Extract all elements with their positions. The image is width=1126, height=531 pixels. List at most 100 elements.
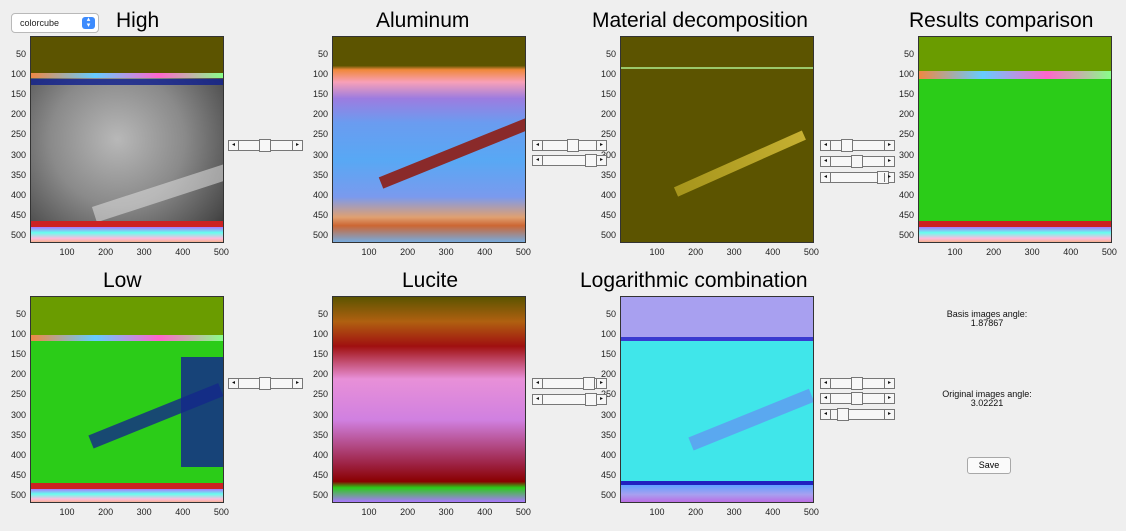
x-tick-label: 200: [400, 507, 416, 517]
y-tick-label: 150: [312, 89, 328, 100]
y-tick-label: 300: [312, 149, 328, 160]
arrow-left-icon[interactable]: ◂: [533, 395, 543, 404]
original-angle-label: Original images angle:: [942, 389, 1032, 399]
slider-thumb[interactable]: [851, 377, 863, 390]
save-button[interactable]: Save: [967, 457, 1011, 474]
slider-thumb[interactable]: [583, 377, 595, 390]
y-tick-label: 200: [898, 109, 914, 120]
y-tick-label: 350: [10, 429, 26, 440]
arrow-right-icon[interactable]: ▸: [884, 157, 894, 166]
adjust-slider[interactable]: ◂ ▸: [532, 154, 607, 167]
panel-title-material-decomposition: Material decomposition: [592, 9, 808, 32]
y-tick-label: 100: [600, 329, 616, 340]
panel-title-logarithmic-combination: Logarithmic combination: [580, 269, 808, 292]
slider-thumb[interactable]: [877, 171, 889, 184]
y-tick-label: 400: [312, 189, 328, 200]
y-tick-label: 250: [10, 129, 26, 140]
slider-thumb[interactable]: [259, 139, 271, 152]
arrow-right-icon[interactable]: ▸: [596, 379, 606, 388]
adjust-slider[interactable]: ◂ ▸: [532, 139, 607, 152]
x-tick-label: 400: [175, 507, 191, 517]
arrow-left-icon[interactable]: ◂: [533, 156, 543, 165]
slider-thumb[interactable]: [851, 155, 863, 168]
arrow-right-icon[interactable]: ▸: [292, 379, 302, 388]
adjust-slider[interactable]: ◂ ▸: [820, 171, 895, 184]
arrow-left-icon[interactable]: ◂: [821, 394, 831, 403]
arrow-right-icon[interactable]: ▸: [292, 141, 302, 150]
y-tick-label: 150: [10, 349, 26, 360]
arrow-right-icon[interactable]: ▸: [596, 156, 606, 165]
image-panel-results-comparison: 50 100 150 200 250 300 350 400 450 500 100 200 300 40…: [899, 36, 1126, 271]
adjust-slider[interactable]: ◂ ▸: [228, 139, 303, 152]
arrow-right-icon[interactable]: ▸: [884, 173, 894, 182]
x-tick-label: 300: [1024, 247, 1040, 257]
arrow-left-icon[interactable]: ◂: [229, 379, 239, 388]
y-tick-label: 150: [10, 89, 26, 100]
image-panel-material-decomposition: 50 100 150 200 250 300 350 400 450 500 100 200 300 40…: [601, 36, 848, 271]
arrow-left-icon[interactable]: ◂: [821, 410, 831, 419]
y-tick-label: 200: [600, 109, 616, 120]
arrow-left-icon[interactable]: ◂: [821, 379, 831, 388]
y-tick-label: 200: [312, 109, 328, 120]
y-tick-label: 300: [600, 149, 616, 160]
adjust-slider[interactable]: ◂ ▸: [820, 377, 895, 390]
image-results-comparison: [918, 36, 1112, 243]
slider-thumb[interactable]: [837, 408, 849, 421]
arrow-right-icon[interactable]: ▸: [884, 410, 894, 419]
y-tick-label: 500: [600, 229, 616, 240]
y-tick-label: 300: [312, 409, 328, 420]
arrow-right-icon[interactable]: ▸: [884, 379, 894, 388]
y-tick-label: 150: [898, 89, 914, 100]
x-tick-label: 500: [213, 507, 229, 517]
adjust-slider[interactable]: ◂ ▸: [820, 392, 895, 405]
slider-thumb[interactable]: [851, 392, 863, 405]
x-tick-label: 500: [213, 247, 229, 257]
x-tick-label: 100: [361, 507, 377, 517]
adjust-slider[interactable]: ◂ ▸: [820, 139, 895, 152]
x-tick-label: 100: [947, 247, 963, 257]
x-tick-label: 300: [136, 247, 152, 257]
x-tick-label: 500: [515, 247, 531, 257]
y-tick-label: 500: [312, 229, 328, 240]
slider-thumb[interactable]: [567, 139, 579, 152]
y-tick-label: 500: [10, 229, 26, 240]
x-tick-label: 500: [515, 507, 531, 517]
slider-thumb[interactable]: [259, 377, 271, 390]
arrow-right-icon[interactable]: ▸: [596, 141, 606, 150]
image-high: [30, 36, 224, 243]
slider-thumb[interactable]: [841, 139, 853, 152]
y-tick-label: 150: [312, 349, 328, 360]
arrow-right-icon[interactable]: ▸: [884, 394, 894, 403]
arrow-left-icon[interactable]: ◂: [533, 141, 543, 150]
y-tick-label: 400: [10, 449, 26, 460]
colormap-select[interactable]: colorcube ▴ ▾: [11, 13, 99, 33]
adjust-slider[interactable]: ◂ ▸: [228, 377, 303, 390]
y-tick-label: 400: [600, 189, 616, 200]
x-tick-label: 200: [98, 247, 114, 257]
adjust-slider[interactable]: ◂ ▸: [532, 377, 607, 390]
arrow-right-icon[interactable]: ▸: [596, 395, 606, 404]
y-tick-label: 100: [10, 329, 26, 340]
panel-title-results-comparison: Results comparison: [909, 9, 1094, 32]
y-tick-label: 50: [605, 309, 616, 319]
arrow-left-icon[interactable]: ◂: [229, 141, 239, 150]
adjust-slider[interactable]: ◂ ▸: [820, 408, 895, 421]
y-tick-label: 200: [10, 369, 26, 380]
image-panel-aluminum: 50 100 150 200 250 300 350 400 450 500 100 200 300 40…: [313, 36, 560, 271]
adjust-slider[interactable]: ◂ ▸: [532, 393, 607, 406]
x-tick-label: 400: [1063, 247, 1079, 257]
x-tick-label: 100: [361, 247, 377, 257]
arrow-left-icon[interactable]: ◂: [533, 379, 543, 388]
y-tick-label: 300: [10, 149, 26, 160]
y-tick-label: 400: [898, 189, 914, 200]
x-tick-label: 500: [803, 247, 819, 257]
arrow-right-icon[interactable]: ▸: [884, 141, 894, 150]
x-tick-label: 400: [765, 507, 781, 517]
panel-title-aluminum: Aluminum: [376, 9, 470, 32]
arrow-left-icon[interactable]: ◂: [821, 173, 831, 182]
arrow-left-icon[interactable]: ◂: [821, 157, 831, 166]
arrow-left-icon[interactable]: ◂: [821, 141, 831, 150]
x-tick-label: 300: [438, 247, 454, 257]
adjust-slider[interactable]: ◂ ▸: [820, 155, 895, 168]
x-tick-label: 400: [765, 247, 781, 257]
